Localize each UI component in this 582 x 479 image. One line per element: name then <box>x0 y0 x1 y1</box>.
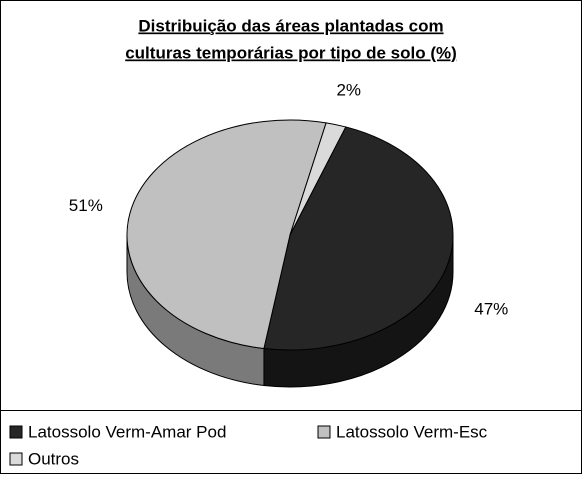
slice <box>126 119 327 350</box>
pie <box>126 119 454 388</box>
chart-title: Distribuição das áreas plantadas com <box>138 16 443 35</box>
legend-label: Latossolo Verm-Esc <box>336 422 488 441</box>
data-label: 47% <box>474 299 508 318</box>
legend-swatch <box>9 425 23 439</box>
legend-swatch <box>9 452 23 466</box>
slice <box>289 122 347 236</box>
legend-label: Latossolo Verm-Amar Pod <box>28 422 226 441</box>
data-label: 2% <box>336 81 361 100</box>
chart-title: culturas temporárias por tipo de solo (%… <box>125 43 457 62</box>
data-label: 51% <box>69 196 103 215</box>
legend-label: Outros <box>28 449 79 468</box>
slice <box>263 126 454 351</box>
legend-swatch <box>317 425 331 439</box>
